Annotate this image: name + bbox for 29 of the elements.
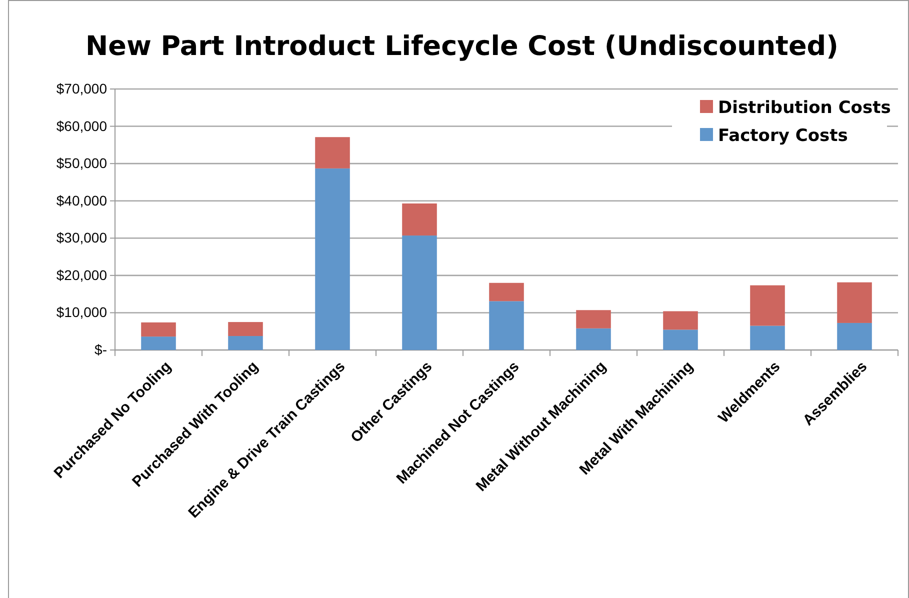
bar: [402, 236, 437, 350]
bar: [228, 336, 263, 350]
y-tick-label: $70,000: [56, 80, 108, 96]
bar: [663, 330, 698, 350]
chart-title: New Part Introduct Lifecycle Cost (Undiscounted): [86, 31, 838, 62]
bar: [402, 203, 437, 236]
bar: [141, 336, 176, 350]
legend-label: Distribution Costs: [718, 98, 891, 118]
y-tick-label: $10,000: [56, 304, 108, 320]
bar: [576, 310, 611, 328]
bar: [141, 322, 176, 337]
bar: [750, 326, 785, 350]
y-tick-label: $50,000: [56, 155, 108, 172]
bar: [489, 301, 524, 350]
bar: [315, 168, 350, 350]
y-tick-label: $30,000: [56, 230, 108, 246]
y-tick-label: $60,000: [56, 118, 108, 134]
bar: [750, 285, 785, 326]
bar: [228, 322, 263, 336]
bar: [489, 282, 524, 302]
y-tick-label: $40,000: [56, 192, 108, 208]
bar: [576, 328, 611, 350]
bar: [837, 282, 872, 323]
legend-label: Factory Costs: [718, 126, 848, 146]
bar: [663, 311, 698, 330]
bar: [315, 137, 350, 168]
bar: [837, 322, 872, 350]
y-tick-label: $-: [94, 341, 108, 358]
y-tick-label: $20,000: [56, 266, 108, 283]
